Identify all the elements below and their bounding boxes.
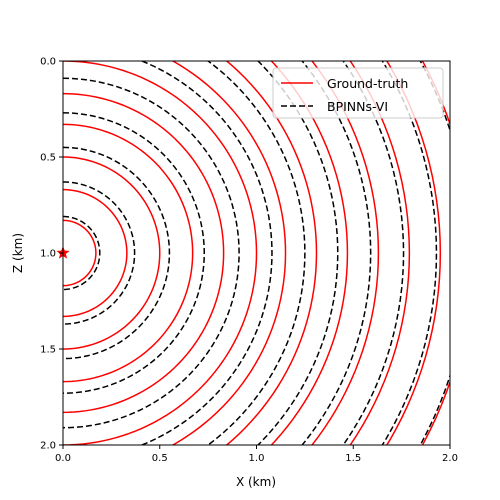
ground-truth-contour-10 <box>311 61 380 445</box>
ground-truth-contour-5 <box>63 92 225 414</box>
ground-truth-contour-6 <box>63 61 258 445</box>
ground-truth-contour-4 <box>63 123 194 383</box>
bpinns-vi-contour-7 <box>206 61 306 445</box>
legend-label-ground-truth: Ground-truth <box>327 76 408 91</box>
x-tick-label: 1.0 <box>249 453 265 464</box>
legend: Ground-truth BPINNs-VI <box>272 67 444 119</box>
legend-label-bpinns-vi: BPINNs-VI <box>327 99 388 114</box>
y-axis-label: Z (km) <box>11 233 25 273</box>
ground-truth-contour-11 <box>349 61 411 445</box>
contour-layer <box>63 61 450 445</box>
bpinns-vi-contour-10 <box>342 61 405 445</box>
ground-truth-contour-12 <box>385 61 442 445</box>
ground-truth-contour-2 <box>63 188 128 318</box>
bpinns-vi-contour-6 <box>139 61 273 445</box>
x-tick-label: 2.0 <box>442 453 458 464</box>
y-tick-label: 1.0 <box>40 249 56 260</box>
x-axis-ticks: 0.0 0.5 1.0 1.5 2.0 <box>55 445 458 464</box>
bpinns-vi-contour-9 <box>301 61 372 445</box>
y-tick-label: 1.5 <box>40 345 56 356</box>
x-axis-label: X (km) <box>236 475 276 489</box>
bpinns-vi-contour-2 <box>63 181 136 325</box>
ground-truth-contour-3 <box>63 156 161 350</box>
bpinns-vi-contour-4 <box>63 112 206 394</box>
bpinns-vi-contour-3 <box>63 146 171 360</box>
bpinns-vi-contour-1 <box>63 215 101 291</box>
legend-box <box>272 67 444 119</box>
bpinns-vi-contour-5 <box>63 77 240 429</box>
x-tick-label: 1.5 <box>345 453 361 464</box>
x-tick-label: 0.5 <box>152 453 168 464</box>
x-tick-label: 0.0 <box>55 453 71 464</box>
y-tick-label: 0.0 <box>40 57 56 68</box>
y-tick-label: 0.5 <box>40 153 56 164</box>
y-axis-ticks: 0.0 0.5 1.0 1.5 2.0 <box>40 57 63 452</box>
y-tick-label: 2.0 <box>40 441 56 452</box>
ground-truth-contour-8 <box>225 61 318 445</box>
ground-truth-contour-1 <box>63 219 97 287</box>
ground-truth-contour-9 <box>270 61 349 445</box>
ground-truth-contour-7 <box>171 61 287 445</box>
